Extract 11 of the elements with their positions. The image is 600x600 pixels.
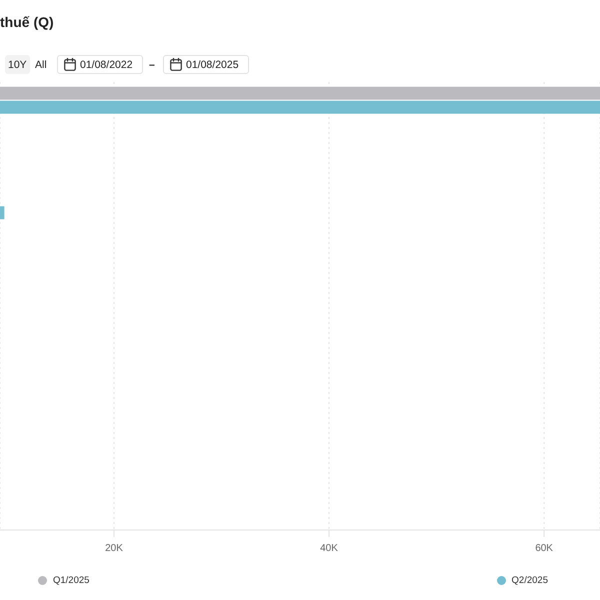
text: – [149,58,155,70]
legend-label: Q2/2025 [512,575,548,586]
x-tick-label: 60K [535,543,554,554]
x-tick-label: 40K [320,543,338,554]
text: 10Y [8,58,27,70]
x-tick-label: 20K [105,543,124,554]
legend-label: Q1/2025 [53,575,90,586]
text: 01/08/2025 [186,58,239,70]
text: All [35,58,47,70]
chart-title: thuế (Q) [0,14,54,30]
text: 01/08/2022 [80,58,133,70]
